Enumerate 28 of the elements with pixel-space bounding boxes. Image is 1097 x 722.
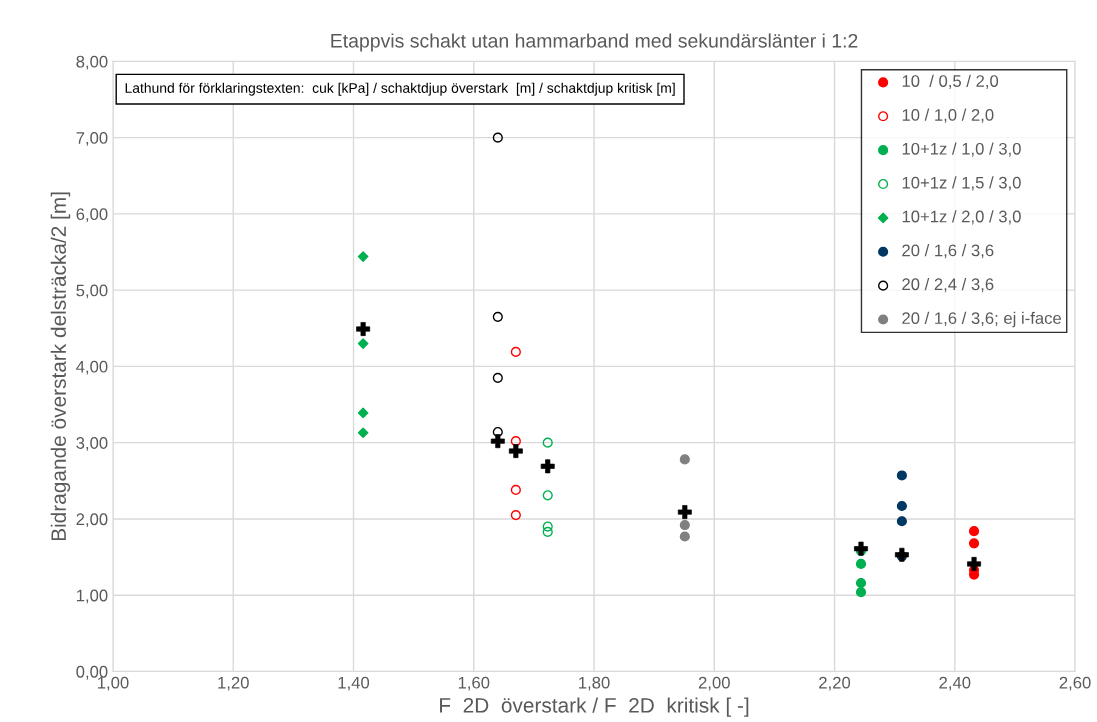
- x-tick-label: 2,60: [1059, 676, 1091, 691]
- legend-label: 10 / 1,0 / 2,0: [902, 108, 994, 123]
- legend-label: 20 / 1,6 / 3,6: [902, 244, 994, 259]
- y-tick-label: 7,00: [76, 132, 108, 146]
- y-tick-label: 4,00: [76, 360, 108, 375]
- x-tick-label: 1,80: [579, 676, 610, 691]
- x-axis-title: F 2D överstark / F 2D kritisk [ -]: [440, 697, 749, 717]
- legend-label: 10+1z / 1,5 / 3,0: [902, 176, 1021, 191]
- x-tick-label: 1,20: [218, 676, 249, 691]
- y-tick-label: 5,00: [76, 284, 108, 299]
- x-tick-label: 2,20: [819, 676, 851, 691]
- chart-title: Etappvis schakt utan hammarband med sekundärslänter i 1:2: [331, 33, 858, 52]
- y-tick-label: 3,00: [76, 437, 108, 451]
- x-tick-label: 1,60: [458, 676, 490, 691]
- annotation: Lathund för förklaringstexten: cuk [kPa] / schaktdjup överstark [m] / schaktdjup kritisk [m]: [125, 82, 675, 96]
- legend-label: 10+1z / 1,0 / 3,0: [902, 142, 1021, 157]
- x-tick-label: 2,00: [698, 676, 730, 691]
- x-tick-label: 1,40: [338, 676, 370, 691]
- legend-label: 20 / 2,4 / 3,6: [902, 277, 994, 293]
- legend-label: 20 / 1,6 / 3,6; ej i-face: [902, 311, 1061, 328]
- y-tick-label: 2,00: [76, 513, 108, 528]
- x-tick-label: 2,40: [939, 676, 971, 691]
- legend-label: 10 / 0,5 / 2,0: [902, 74, 999, 89]
- y-tick-label: 6,00: [76, 208, 108, 223]
- y-tick-label: 8,00: [76, 55, 108, 70]
- y-tick-label: 1,00: [76, 589, 108, 604]
- legend-label: 10+1z / 2,0 / 3,0: [902, 210, 1021, 225]
- y-axis-title: Bidragande överstark delsträcka/2 [m]: [50, 192, 71, 541]
